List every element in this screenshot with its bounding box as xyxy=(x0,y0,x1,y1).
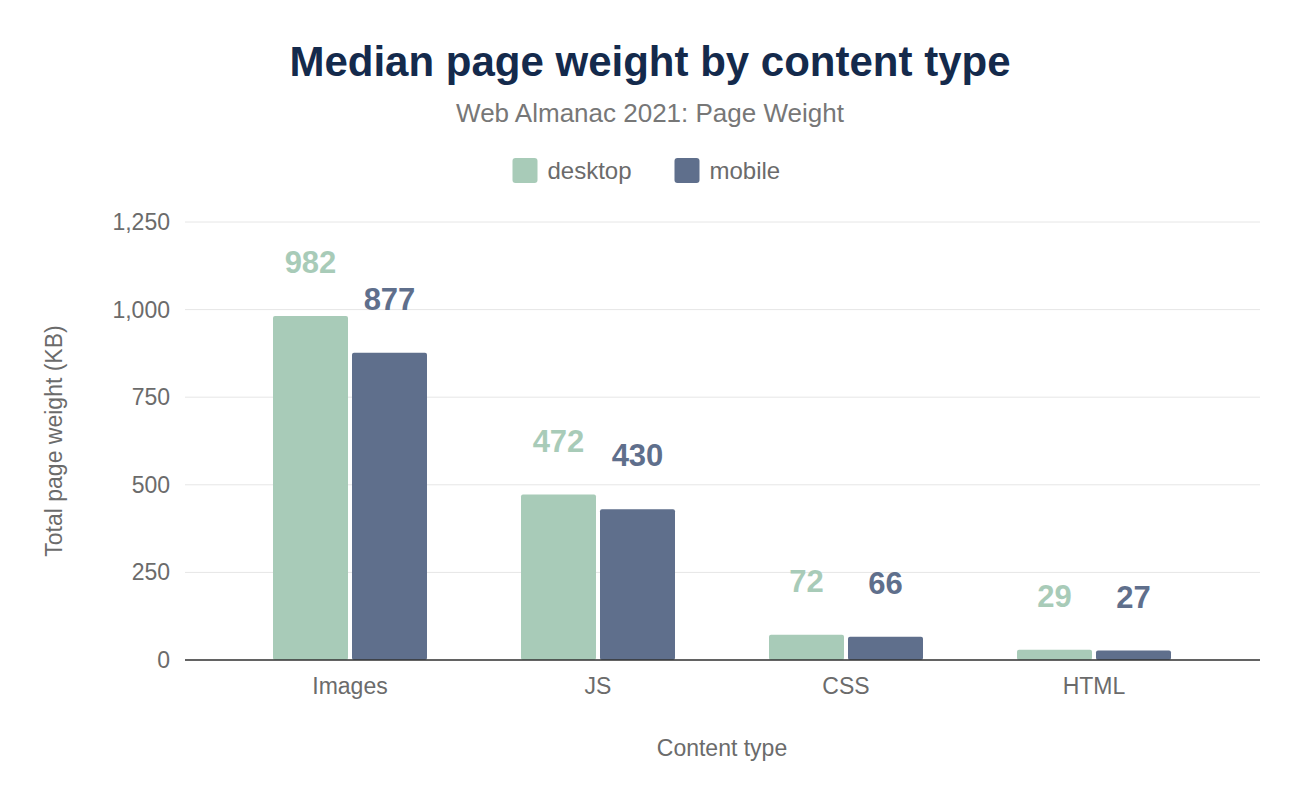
data-label: 66 xyxy=(868,566,902,601)
legend-label: desktop xyxy=(548,157,632,184)
y-tick-label: 0 xyxy=(157,647,170,673)
y-tick-label: 500 xyxy=(132,472,170,498)
data-label: 877 xyxy=(364,282,416,317)
bar xyxy=(848,637,923,660)
legend-label: mobile xyxy=(710,157,781,184)
x-tick-label: JS xyxy=(585,673,612,699)
legend-swatch xyxy=(513,158,538,183)
grid-line xyxy=(185,222,1260,223)
y-axis-label: Total page weight (KB) xyxy=(41,325,67,556)
x-axis-label: Content type xyxy=(657,735,787,761)
data-label: 27 xyxy=(1116,580,1150,615)
x-axis-line xyxy=(185,659,1260,661)
grid-line xyxy=(185,660,1260,661)
x-tick-label: CSS xyxy=(822,673,869,699)
data-label: 29 xyxy=(1037,579,1071,614)
data-label: 982 xyxy=(285,245,337,280)
subtitle: Web Almanac 2021: Page Weight xyxy=(456,98,845,128)
y-tick-label: 1,250 xyxy=(112,209,170,235)
grid xyxy=(185,222,1260,660)
legend: desktop mobile xyxy=(513,157,781,184)
bar xyxy=(1017,650,1092,660)
y-tick-label: 250 xyxy=(132,559,170,585)
bar xyxy=(352,353,427,660)
bar xyxy=(769,635,844,660)
y-tick-label: 750 xyxy=(132,384,170,410)
bar xyxy=(1096,651,1171,660)
grid-line xyxy=(185,309,1260,310)
x-tick-label: Images xyxy=(312,673,387,699)
x-tick-label: HTML xyxy=(1063,673,1126,699)
chart: Median page weight by content type Web Al… xyxy=(0,0,1300,804)
bar xyxy=(600,509,675,660)
data-label: 472 xyxy=(533,424,585,459)
title: Median page weight by content type xyxy=(289,38,1010,85)
data-label: 430 xyxy=(612,438,664,473)
bar xyxy=(521,495,596,660)
legend-swatch xyxy=(675,158,700,183)
y-tick-label: 1,000 xyxy=(112,297,170,323)
bar xyxy=(273,316,348,660)
data-label: 72 xyxy=(789,564,823,599)
data-labels: 982 877 472 430 72 66 29 27 xyxy=(285,245,1151,615)
bars xyxy=(273,316,1171,660)
